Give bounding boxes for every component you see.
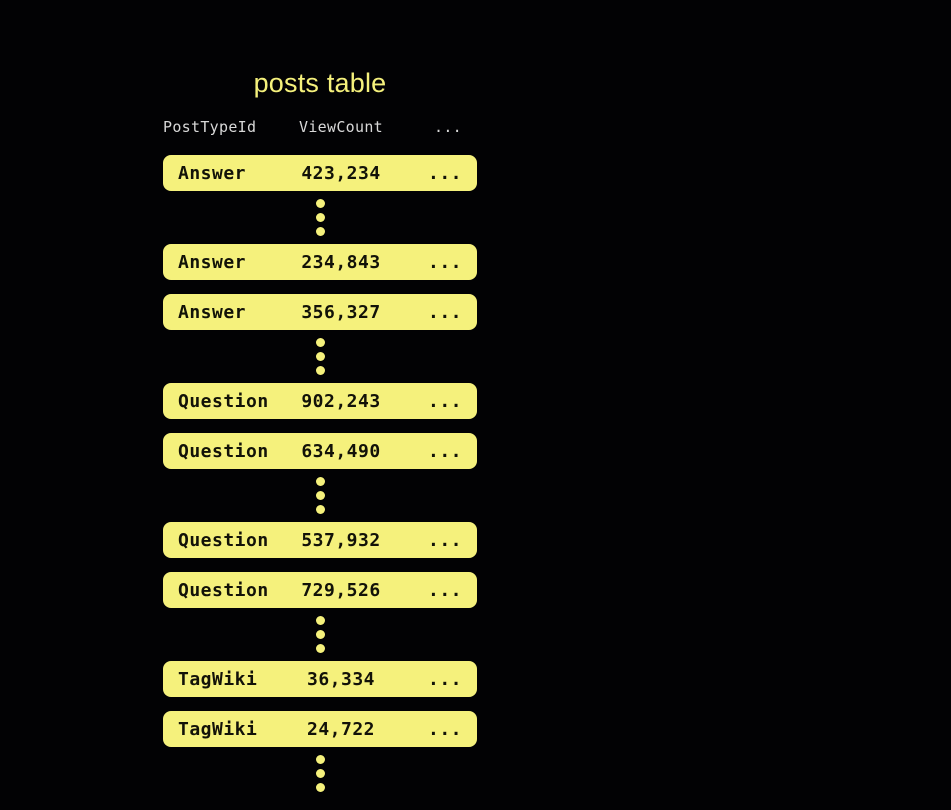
dot-icon — [315, 644, 325, 653]
table-row: Question 634,490 ... — [163, 433, 477, 469]
cell-viewcount: 36,334 — [306, 668, 376, 690]
cell-viewcount: 423,234 — [301, 162, 381, 184]
table-header: PostTypeId ViewCount ... — [163, 118, 477, 136]
cell-viewcount: 902,243 — [301, 390, 381, 412]
table-row: Question 729,526 ... — [163, 572, 477, 608]
cell-more: ... — [427, 718, 462, 740]
table-row: Question 537,932 ... — [163, 522, 477, 558]
cell-posttypeid: Answer — [178, 301, 247, 323]
cell-more: ... — [427, 529, 462, 551]
cell-more: ... — [427, 579, 462, 601]
dot-icon — [315, 338, 325, 347]
diagram-title: posts table — [253, 68, 387, 98]
table-row: TagWiki 24,722 ... — [163, 711, 477, 747]
ellipsis-dots — [163, 469, 477, 522]
dot-icon — [315, 491, 325, 500]
cell-posttypeid: Answer — [178, 162, 247, 184]
cell-more: ... — [427, 440, 462, 462]
ellipsis-dots — [163, 191, 477, 244]
cell-more: ... — [427, 162, 462, 184]
dot-icon — [315, 769, 325, 778]
dot-icon — [315, 227, 325, 236]
dot-icon — [315, 783, 325, 792]
ellipsis-dots — [163, 330, 477, 383]
dot-icon — [315, 616, 325, 625]
cell-viewcount: 356,327 — [301, 301, 381, 323]
cell-posttypeid: Question — [178, 390, 269, 412]
cell-posttypeid: Question — [178, 579, 269, 601]
cell-viewcount: 24,722 — [306, 718, 376, 740]
table-row: Question 902,243 ... — [163, 383, 477, 419]
dot-icon — [315, 352, 325, 361]
cell-posttypeid: TagWiki — [178, 718, 258, 740]
cell-more: ... — [427, 301, 462, 323]
table-row: Answer 356,327 ... — [163, 294, 477, 330]
header-more: ... — [434, 118, 462, 136]
table-row: Answer 423,234 ... — [163, 155, 477, 191]
cell-more: ... — [427, 251, 462, 273]
cell-more: ... — [427, 668, 462, 690]
table-container: posts table PostTypeId ViewCount ... Ans… — [163, 0, 477, 800]
cell-posttypeid: Question — [178, 529, 269, 551]
header-posttypeid: PostTypeId — [163, 118, 257, 136]
cell-posttypeid: Question — [178, 440, 269, 462]
dot-icon — [315, 199, 325, 208]
cell-posttypeid: Answer — [178, 251, 247, 273]
dot-icon — [315, 755, 325, 764]
cell-viewcount: 729,526 — [301, 579, 381, 601]
dot-icon — [315, 213, 325, 222]
cell-posttypeid: TagWiki — [178, 668, 258, 690]
dot-icon — [315, 505, 325, 514]
dot-icon — [315, 630, 325, 639]
ellipsis-dots — [163, 747, 477, 800]
cell-viewcount: 537,932 — [301, 529, 381, 551]
header-viewcount: ViewCount — [299, 118, 383, 136]
table-row: TagWiki 36,334 ... — [163, 661, 477, 697]
ellipsis-dots — [163, 608, 477, 661]
table-row: Answer 234,843 ... — [163, 244, 477, 280]
cell-viewcount: 234,843 — [301, 251, 381, 273]
dot-icon — [315, 477, 325, 486]
dot-icon — [315, 366, 325, 375]
cell-viewcount: 634,490 — [301, 440, 381, 462]
cell-more: ... — [427, 390, 462, 412]
